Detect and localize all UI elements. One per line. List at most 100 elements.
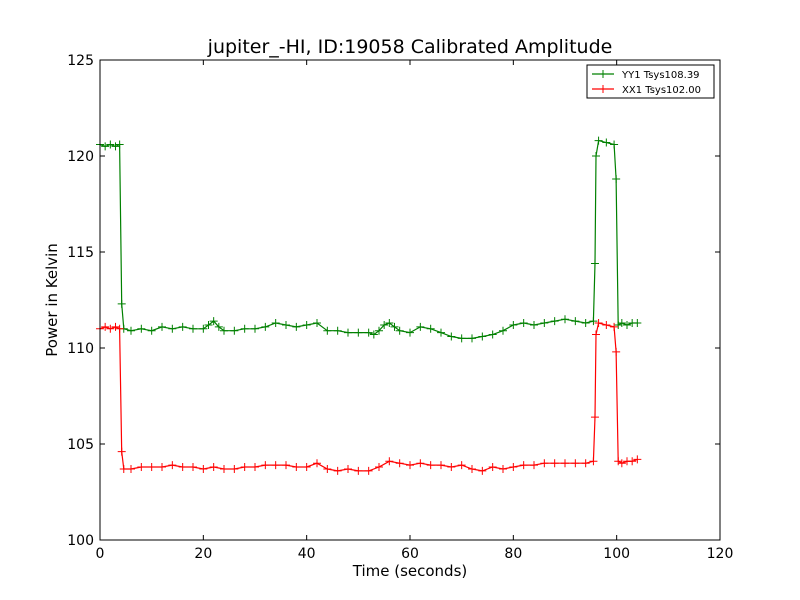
- y-tick-label: 105: [67, 437, 94, 453]
- data-point: [617, 459, 626, 468]
- legend-entry: YY1 Tsys108.39: [592, 70, 700, 81]
- data-point: [614, 457, 623, 466]
- data-point: [592, 330, 600, 339]
- x-tick-label: 120: [707, 546, 734, 562]
- data-point: [633, 455, 642, 464]
- data-point: [571, 317, 580, 326]
- data-point: [530, 461, 538, 470]
- data-point: [602, 320, 611, 329]
- data-point: [540, 459, 549, 468]
- x-tick-label: 60: [401, 546, 419, 562]
- legend-entry: XX1 Tsys102.00: [592, 85, 701, 96]
- data-point: [240, 324, 249, 333]
- legend: YY1 Tsys108.39 XX1 Tsys102.00: [586, 64, 715, 99]
- chart-title: jupiter_-HI, ID:19058 Calibrated Amplitu…: [207, 36, 613, 58]
- data-point: [199, 324, 208, 333]
- data-point: [561, 459, 569, 468]
- legend-swatch-marker: [599, 85, 607, 93]
- data-point: [271, 319, 280, 328]
- data-point: [592, 152, 600, 160]
- data-point: [385, 319, 394, 328]
- series-layer: [96, 136, 642, 475]
- data-point: [115, 140, 124, 149]
- data-point: [178, 322, 187, 331]
- legend-label: YY1 Tsys108.39: [621, 70, 700, 81]
- data-point: [550, 459, 559, 468]
- data-point: [137, 463, 146, 472]
- data-point: [204, 320, 213, 329]
- data-point: [220, 326, 228, 335]
- data-point: [468, 334, 476, 343]
- data-point: [220, 464, 228, 473]
- data-point: [509, 463, 518, 472]
- data-point: [590, 413, 599, 422]
- data-point: [437, 328, 445, 337]
- legend-label: XX1 Tsys102.00: [622, 85, 701, 96]
- data-point: [147, 463, 156, 472]
- data-point: [594, 136, 603, 145]
- x-tick-label: 80: [504, 546, 522, 562]
- data-point: [199, 464, 208, 473]
- data-point: [323, 464, 332, 473]
- data-point: [158, 463, 166, 472]
- x-axis-label: Time (seconds): [352, 562, 468, 580]
- x-tick-label: 100: [603, 546, 630, 562]
- data-point: [589, 317, 598, 326]
- data-point: [106, 324, 115, 333]
- data-point: [426, 461, 435, 470]
- data-point: [612, 347, 621, 356]
- data-point: [127, 464, 135, 473]
- data-point: [214, 322, 223, 331]
- data-point: [251, 463, 259, 472]
- data-point: [612, 175, 621, 184]
- data-point: [530, 320, 538, 329]
- y-tick-label: 125: [67, 53, 94, 69]
- series-line: [99, 139, 638, 339]
- data-point: [251, 324, 259, 333]
- data-point: [623, 320, 631, 329]
- data-point: [292, 463, 301, 472]
- data-point: [610, 140, 619, 149]
- data-point: [426, 324, 435, 333]
- data-point: [271, 461, 280, 470]
- data-point: [590, 259, 599, 268]
- data-point: [437, 461, 445, 470]
- data-point: [589, 457, 598, 466]
- data-point: [115, 324, 124, 333]
- y-tick-label: 120: [67, 149, 94, 165]
- data-point: [478, 332, 487, 341]
- data-point: [168, 324, 177, 333]
- data-point: [561, 315, 569, 324]
- data-point: [282, 320, 290, 329]
- data-point: [111, 142, 120, 151]
- data-point: [447, 463, 456, 472]
- data-point: [178, 463, 187, 472]
- data-point: [261, 461, 270, 470]
- data-point: [390, 322, 399, 331]
- data-point: [457, 461, 466, 470]
- legend-swatch-marker: [599, 70, 607, 78]
- data-point: [189, 324, 197, 333]
- data-point: [395, 326, 404, 335]
- data-point: [344, 328, 352, 337]
- data-point: [313, 319, 321, 328]
- data-point: [230, 464, 239, 473]
- data-point: [302, 320, 311, 329]
- data-point: [364, 328, 373, 337]
- data-point: [540, 319, 549, 328]
- data-point: [158, 322, 166, 331]
- data-point: [614, 320, 623, 329]
- data-point: [602, 138, 611, 147]
- data-point: [364, 466, 373, 475]
- x-tick-label: 20: [194, 546, 212, 562]
- data-point: [375, 463, 383, 472]
- data-point: [380, 320, 389, 329]
- data-point: [101, 142, 110, 151]
- data-point: [457, 334, 466, 343]
- data-point: [375, 326, 383, 335]
- data-point: [633, 319, 642, 328]
- y-tick-label: 100: [67, 533, 94, 549]
- data-point: [385, 457, 394, 466]
- data-point: [447, 332, 456, 341]
- data-point: [117, 299, 126, 308]
